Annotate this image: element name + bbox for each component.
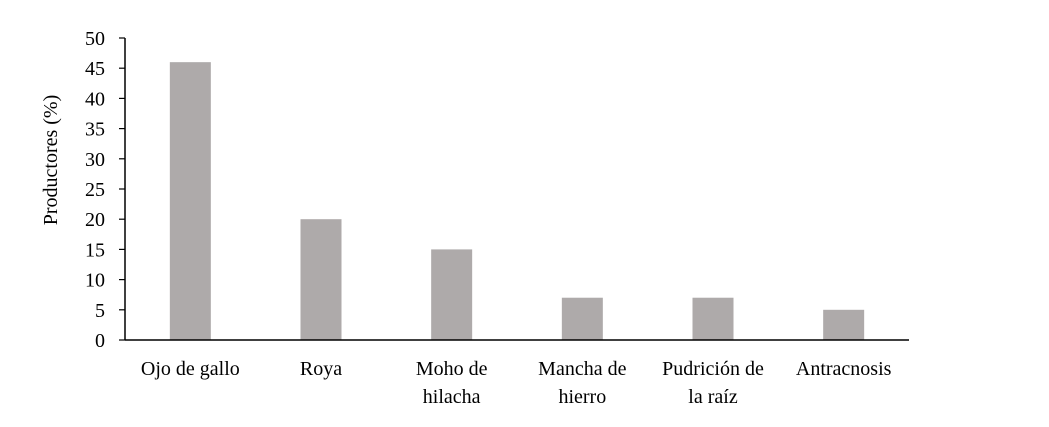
- x-category-label: Ojo de gallo: [141, 358, 240, 380]
- y-tick-label: 35: [85, 119, 105, 141]
- x-axis-labels: Ojo de gallo Roya Moho de hilacha Mancha de h…: [141, 358, 892, 408]
- x-category-label: Antracnosis: [796, 358, 892, 380]
- y-tick-label: 50: [85, 28, 105, 50]
- y-axis-title: Productores (%): [40, 95, 62, 226]
- y-tick-label: 10: [85, 270, 105, 292]
- y-tick-label: 45: [85, 58, 105, 80]
- bar: [169, 62, 211, 340]
- bar: [300, 219, 342, 340]
- x-category-label: Moho de: [416, 358, 488, 380]
- x-category-label: hilacha: [423, 386, 481, 408]
- x-category-label: Roya: [300, 358, 342, 380]
- bar: [823, 309, 865, 340]
- bar: [431, 249, 473, 340]
- bar: [561, 297, 603, 340]
- y-tick-label: 5: [95, 300, 105, 322]
- x-category-label: hierro: [558, 386, 606, 408]
- x-category-label: la raíz: [688, 386, 738, 408]
- y-tick-label: 0: [95, 330, 105, 352]
- x-category-label: Mancha de: [538, 358, 626, 380]
- y-tick-label: 30: [85, 149, 105, 171]
- y-axis-ticks: 0 5 10 15 20 25 30 35 40 45 50: [85, 28, 125, 352]
- y-tick-label: 25: [85, 179, 105, 201]
- y-tick-label: 20: [85, 209, 105, 231]
- y-tick-label: 15: [85, 239, 105, 261]
- bar: [692, 297, 734, 340]
- bars: [169, 62, 865, 340]
- y-tick-label: 40: [85, 88, 105, 110]
- x-category-label: Pudrición de: [662, 358, 764, 380]
